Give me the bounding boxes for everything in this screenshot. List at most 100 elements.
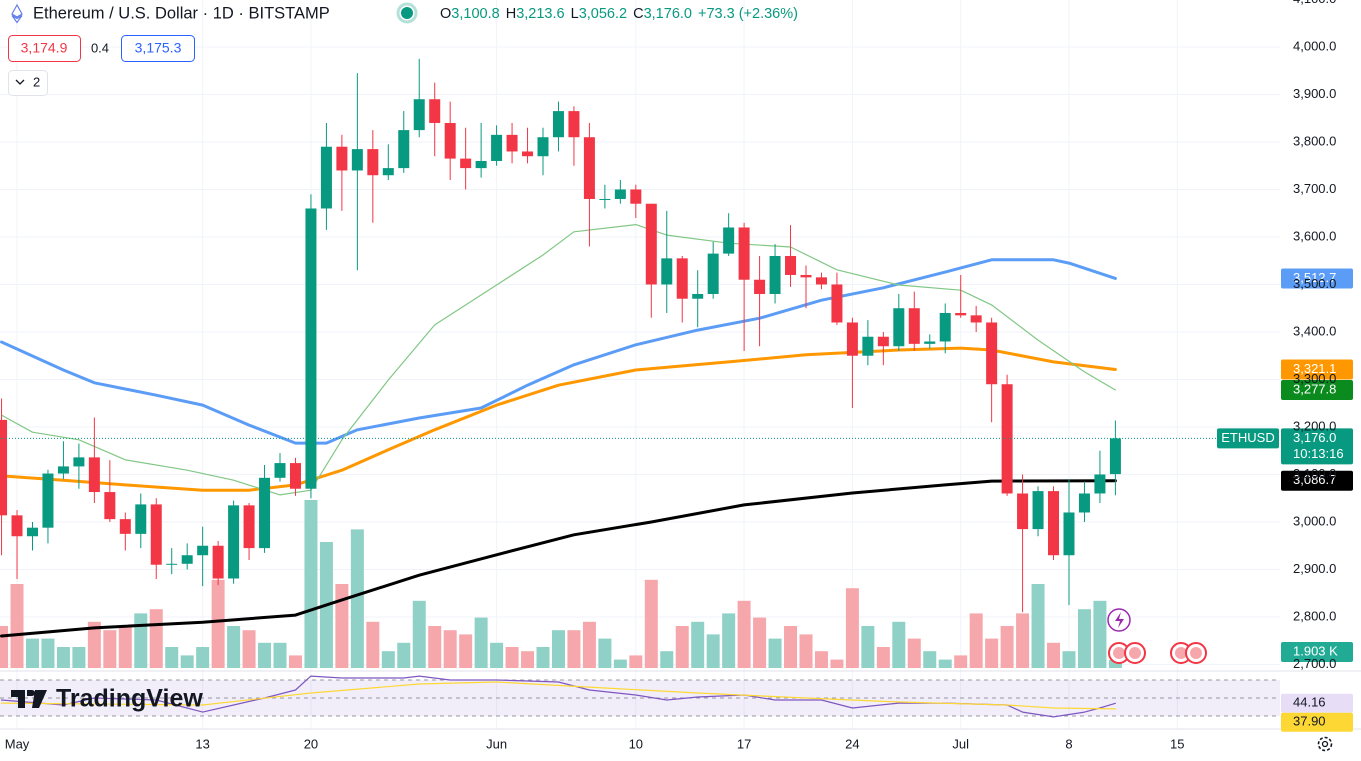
candle-body xyxy=(568,111,580,138)
volume-bar xyxy=(397,642,411,668)
volume-bar xyxy=(892,621,906,668)
volume-bar xyxy=(1108,660,1122,668)
candle-body xyxy=(862,336,874,356)
price-tag-label: 44.16 xyxy=(1293,695,1326,710)
volume-bar xyxy=(598,638,612,668)
price-tag-box xyxy=(1281,693,1353,713)
candle-body xyxy=(228,505,240,579)
price-tag: 1.903 K xyxy=(1281,642,1353,662)
candle-body xyxy=(259,477,271,549)
flag-icon[interactable] xyxy=(1170,642,1192,664)
candle-body xyxy=(382,168,394,176)
volume-bar xyxy=(861,626,875,668)
price-tag-box xyxy=(1281,380,1353,401)
volume-bar xyxy=(675,626,689,668)
event-icons[interactable] xyxy=(1107,608,1207,664)
y-tick-label: 3,800.0 xyxy=(1293,133,1336,148)
axis-layer: 2,700.0 2,800.0 2,900.0 3,000.0 3,100.0 3,200… xyxy=(5,0,1337,751)
volume-bar xyxy=(41,638,55,668)
volume-bar xyxy=(211,579,225,668)
candle-body xyxy=(707,253,719,294)
volume-bar xyxy=(443,630,457,668)
chevron xyxy=(15,79,25,85)
candle-body xyxy=(723,227,735,254)
price-tag-box xyxy=(1281,712,1353,732)
x-tick-label: 8 xyxy=(1065,736,1072,751)
y-tick-label: 3,400.0 xyxy=(1293,323,1336,338)
x-tick-label: 15 xyxy=(1170,736,1184,751)
candle-body xyxy=(320,146,332,209)
flag-icon[interactable] xyxy=(1108,642,1130,664)
volume-bar xyxy=(799,634,813,668)
price-tag: 44.16 xyxy=(1281,693,1353,713)
price-tag-label: 3,277.8 xyxy=(1293,381,1336,396)
settings-button[interactable] xyxy=(1317,736,1333,752)
volume-bar xyxy=(412,600,426,668)
volume-bar xyxy=(103,630,117,668)
x-tick-label: Jul xyxy=(952,736,969,751)
x-tick-label: 20 xyxy=(304,736,318,751)
candle-body xyxy=(57,466,69,474)
candle-body xyxy=(135,504,147,534)
candle-body xyxy=(197,545,209,556)
flag-icon[interactable] xyxy=(1124,642,1146,664)
candle-body xyxy=(491,134,503,161)
volume-bar xyxy=(350,529,364,668)
volume-bar xyxy=(0,626,9,668)
candle-body xyxy=(630,189,642,204)
y-tick-label: 3,100.0 xyxy=(1293,466,1336,481)
candle-body xyxy=(1048,491,1060,556)
candle-body xyxy=(1109,438,1121,475)
volume-bar xyxy=(1093,600,1107,668)
volume-bar xyxy=(242,630,256,668)
market-status[interactable] xyxy=(401,7,413,19)
volume-bar xyxy=(180,655,194,668)
x-tick-label: 24 xyxy=(845,736,859,751)
volume-bar xyxy=(830,659,844,668)
buy-button[interactable] xyxy=(121,35,195,62)
candle-body xyxy=(212,545,224,579)
tag-layer: 3,512.7 3,321.1 3,277.8 3,086.7 ETHUSD 3,176.… xyxy=(1217,268,1353,732)
volume-bar xyxy=(907,638,921,668)
gear xyxy=(1317,736,1333,752)
candle-body xyxy=(583,137,595,199)
volume-bar xyxy=(1062,651,1076,668)
volume-bar xyxy=(227,626,241,668)
volume-bar xyxy=(969,613,983,668)
volume-bar xyxy=(1016,613,1030,668)
volume-bar xyxy=(304,500,318,668)
x-tick-label: 17 xyxy=(737,736,751,751)
rsi-line xyxy=(0,681,1116,710)
volume-bar xyxy=(474,617,488,668)
flag-icon[interactable] xyxy=(1185,642,1207,664)
candle-body xyxy=(599,198,611,200)
candle-body xyxy=(150,504,162,565)
indicator-toggle[interactable] xyxy=(8,70,48,96)
x-tick-label: Jun xyxy=(486,736,507,751)
volume-bar xyxy=(459,634,473,668)
flag-fill xyxy=(1175,647,1187,659)
buy-price: 3,175.3 xyxy=(135,40,182,56)
flag-fill xyxy=(1129,647,1141,659)
candle-body xyxy=(88,457,100,493)
candle-layer xyxy=(0,58,1280,613)
volume-bar xyxy=(985,638,999,668)
watermark: TradingView xyxy=(11,685,203,713)
y-tick-label: 3,300.0 xyxy=(1293,371,1336,386)
market-status-ring xyxy=(396,2,418,24)
candle-body xyxy=(893,308,905,347)
volume-bar xyxy=(814,651,828,668)
candle-body xyxy=(42,473,54,528)
candle-body xyxy=(831,284,843,323)
volume-bar xyxy=(923,651,937,668)
price-tag: 3,321.1 xyxy=(1281,359,1353,380)
volume-bar xyxy=(56,647,70,668)
volume-bar xyxy=(505,647,519,668)
volume-bar xyxy=(753,617,767,668)
y-tick-label: 3,700.0 xyxy=(1293,181,1336,196)
sell-button[interactable] xyxy=(8,35,81,62)
flag-fill xyxy=(1190,647,1202,659)
candle-body xyxy=(800,274,812,278)
symbol-title[interactable]: Ethereum / U.S. Dollar · 1D · BITSTAMP xyxy=(33,4,330,22)
